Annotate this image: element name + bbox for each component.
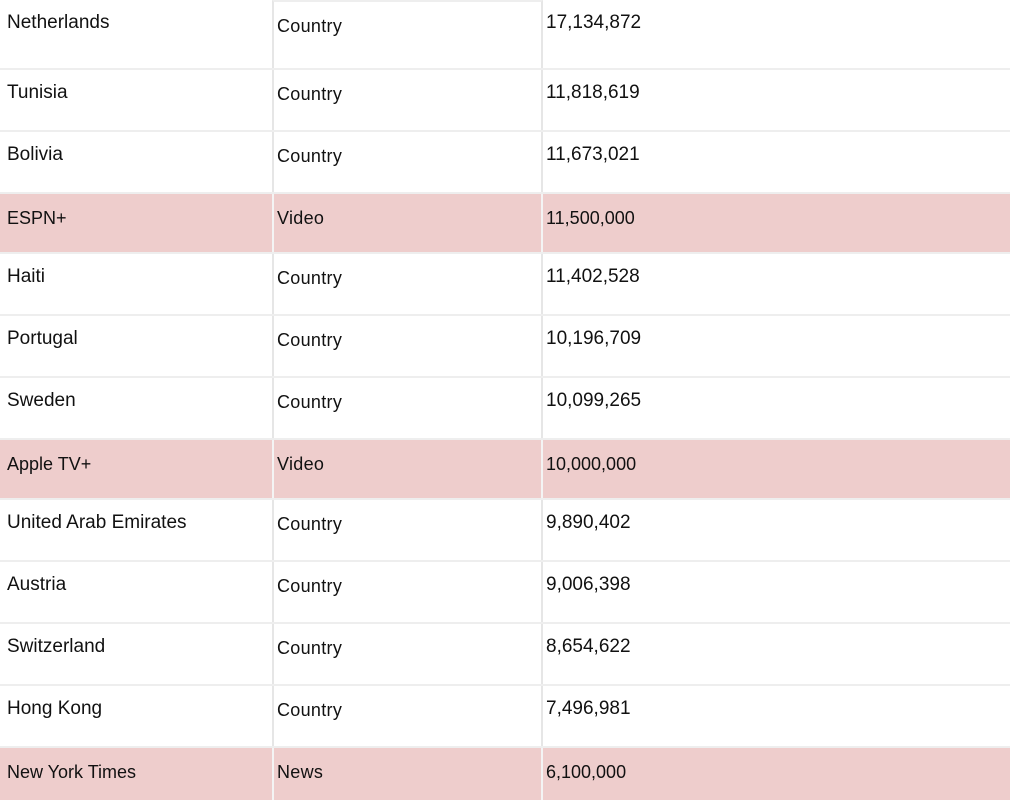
row-type: Country bbox=[272, 500, 543, 560]
row-type: Country bbox=[272, 254, 543, 314]
table-row: Hong Kong Country 7,496,981 bbox=[0, 686, 1010, 748]
row-value: 7,496,981 bbox=[546, 698, 631, 719]
row-name: Apple TV+ bbox=[7, 454, 92, 474]
row-type: Country bbox=[272, 132, 543, 192]
row-value: 11,500,000 bbox=[546, 208, 635, 228]
row-name: Bolivia bbox=[7, 144, 63, 165]
row-name: Haiti bbox=[7, 266, 46, 287]
row-value: 10,196,709 bbox=[546, 328, 642, 349]
row-name: United Arab Emirates bbox=[7, 512, 187, 533]
row-name: Sweden bbox=[7, 390, 76, 411]
row-type: Country bbox=[272, 562, 543, 622]
row-type: Country bbox=[272, 624, 543, 684]
table-row: Haiti Country 11,402,528 bbox=[0, 254, 1010, 316]
row-value: 6,100,000 bbox=[546, 762, 627, 782]
row-value: 9,006,398 bbox=[546, 574, 631, 595]
row-type: Country bbox=[272, 0, 543, 68]
row-name: Tunisia bbox=[7, 82, 68, 103]
row-name: Netherlands bbox=[7, 12, 110, 33]
row-type: Country bbox=[272, 316, 543, 376]
table-row: Switzerland Country 8,654,622 bbox=[0, 624, 1010, 686]
row-value: 10,000,000 bbox=[546, 454, 637, 474]
row-type: Country bbox=[272, 378, 543, 438]
row-name: ESPN+ bbox=[7, 208, 67, 228]
row-name: Portugal bbox=[7, 328, 78, 349]
table-row: Tunisia Country 11,818,619 bbox=[0, 70, 1010, 132]
row-type: Video bbox=[272, 440, 543, 498]
row-type: Country bbox=[272, 70, 543, 130]
table-row-highlighted: Apple TV+ Video 10,000,000 bbox=[0, 440, 1010, 500]
row-type: Country bbox=[272, 686, 543, 746]
row-name: Switzerland bbox=[7, 636, 106, 657]
row-value: 11,402,528 bbox=[546, 266, 640, 287]
row-name: Austria bbox=[7, 574, 67, 595]
table-row: Austria Country 9,006,398 bbox=[0, 562, 1010, 624]
row-type: Video bbox=[272, 194, 543, 252]
table-row-highlighted: New York Times News 6,100,000 bbox=[0, 748, 1010, 800]
row-name: New York Times bbox=[7, 762, 137, 782]
table-row: United Arab Emirates Country 9,890,402 bbox=[0, 500, 1010, 562]
row-name: Hong Kong bbox=[7, 698, 103, 719]
table-row: Netherlands Country 17,134,872 bbox=[0, 0, 1010, 70]
table-row: Portugal Country 10,196,709 bbox=[0, 316, 1010, 378]
row-type: News bbox=[272, 748, 543, 800]
row-value: 10,099,265 bbox=[546, 390, 642, 411]
table-row-highlighted: ESPN+ Video 11,500,000 bbox=[0, 194, 1010, 254]
row-value: 11,673,021 bbox=[546, 144, 640, 165]
row-value: 9,890,402 bbox=[546, 512, 631, 533]
table-row: Bolivia Country 11,673,021 bbox=[0, 132, 1010, 194]
row-value: 17,134,872 bbox=[546, 12, 642, 33]
row-value: 8,654,622 bbox=[546, 636, 631, 657]
row-value: 11,818,619 bbox=[546, 82, 640, 103]
table-row: Sweden Country 10,099,265 bbox=[0, 378, 1010, 440]
